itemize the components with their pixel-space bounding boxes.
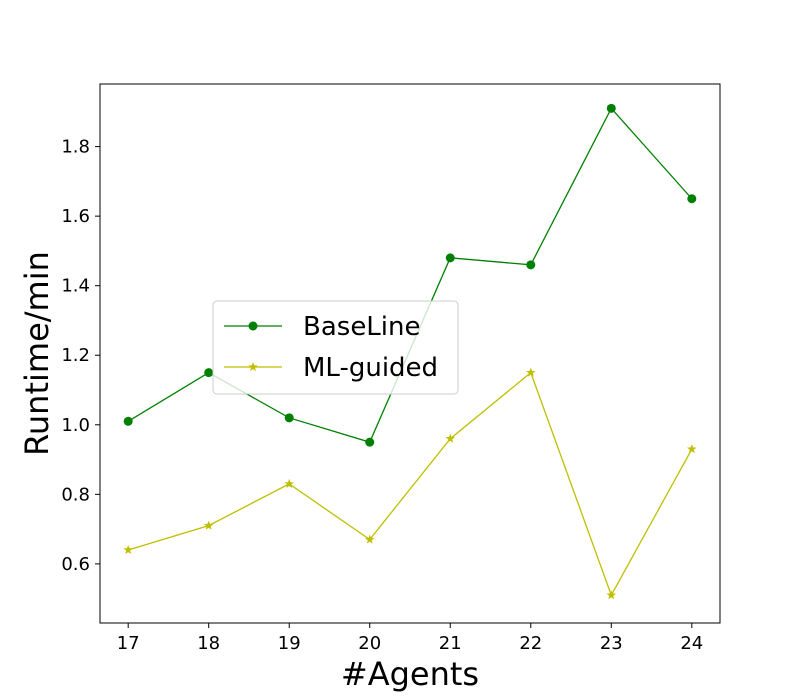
y-tick-label: 1.4 <box>61 276 90 297</box>
data-point-ml-guided <box>364 534 375 544</box>
legend-box <box>212 300 459 395</box>
x-tick-label: 17 <box>117 633 140 654</box>
x-tick-label: 23 <box>600 633 623 654</box>
x-axis-ticks: 17 18 19 20 21 22 23 24 <box>117 623 703 654</box>
data-point-ml-guided <box>203 520 214 530</box>
legend-label-ml-guided: ML-guided <box>303 353 438 383</box>
series-line-ml-guided <box>127 371 693 597</box>
data-point-ml-guided <box>445 433 456 443</box>
x-tick-label: 22 <box>519 633 542 654</box>
legend-label-baseline: BaseLine <box>303 312 421 342</box>
data-point-baseline <box>365 437 375 447</box>
y-tick-label: 1.8 <box>61 137 90 158</box>
y-axis-title: Runtime/min <box>18 251 56 456</box>
x-axis-title: #Agents <box>341 655 479 693</box>
data-point-baseline <box>687 194 697 204</box>
x-tick-label: 24 <box>680 633 703 654</box>
data-point-baseline <box>204 368 214 378</box>
x-tick-label: 21 <box>439 633 462 654</box>
y-tick-label: 1.6 <box>61 206 90 227</box>
data-point-ml-guided <box>284 478 294 488</box>
data-point-baseline <box>284 413 294 423</box>
legend-marker-baseline <box>248 321 258 331</box>
data-point-ml-guided <box>606 590 617 600</box>
data-point-ml-guided <box>123 544 133 555</box>
y-tick-label: 0.8 <box>61 484 90 505</box>
y-tick-label: 0.6 <box>61 554 90 575</box>
data-point-baseline <box>123 416 133 426</box>
x-tick-label: 20 <box>358 633 381 654</box>
legend: BaseLine ML-guided <box>212 300 459 395</box>
data-point-baseline <box>445 253 455 263</box>
data-point-baseline <box>606 103 616 113</box>
legend-marker-ml-guided <box>248 362 258 372</box>
x-tick-label: 19 <box>278 633 301 654</box>
y-tick-label: 1.2 <box>61 345 90 366</box>
y-axis-ticks: 0.6 0.8 1.0 1.2 1.4 1.6 1.8 <box>61 137 100 575</box>
data-point-ml-guided <box>687 444 697 454</box>
x-tick-label: 18 <box>197 633 220 654</box>
data-point-ml-guided <box>526 367 536 377</box>
plot-frame <box>99 83 721 624</box>
y-tick-label: 1.0 <box>61 415 90 436</box>
data-point-baseline <box>526 260 536 270</box>
